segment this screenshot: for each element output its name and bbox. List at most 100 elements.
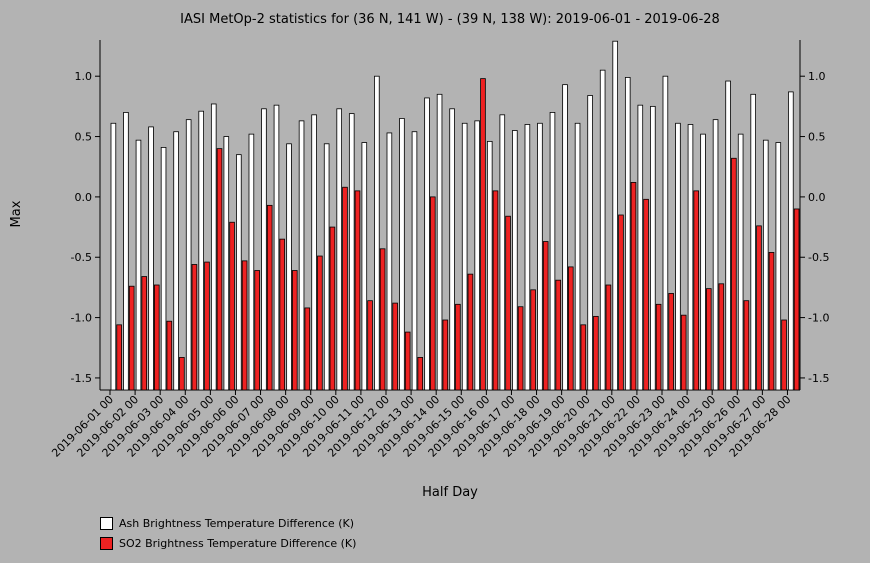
legend-swatch-so2 <box>100 536 113 550</box>
so2-bar <box>630 182 637 391</box>
so2-bar <box>254 270 260 391</box>
so2-bar <box>417 357 424 391</box>
ash-bar <box>311 114 317 391</box>
ash-bar <box>499 114 506 391</box>
so2-bar <box>292 270 298 391</box>
so2-bar <box>743 300 750 391</box>
ash-bar <box>185 119 192 391</box>
y-tick-label-right: 0.0 <box>808 191 826 204</box>
ash-bar <box>562 84 568 391</box>
ash-bar <box>160 147 167 391</box>
y-tick-label-right: -1.5 <box>808 372 829 385</box>
y-tick-label-right: -1.0 <box>808 312 829 325</box>
so2-bar <box>517 306 524 391</box>
so2-bar <box>329 226 336 391</box>
so2-bar <box>706 288 712 391</box>
so2-bar <box>618 214 624 391</box>
y-tick-label-left: 0.0 <box>75 191 93 204</box>
ash-bar <box>587 95 593 391</box>
chart-title: IASI MetOp-2 statistics for (36 N, 141 W… <box>180 12 720 27</box>
ash-bar <box>436 93 443 391</box>
so2-bar <box>480 78 486 391</box>
so2-bar <box>154 284 160 391</box>
ash-bar <box>750 93 756 391</box>
legend-item-so2: SO2 Brightness Temperature Difference (K… <box>100 533 356 553</box>
so2-bar <box>756 225 762 391</box>
so2-bar <box>404 331 411 391</box>
so2-bar <box>204 261 210 391</box>
ash-bar <box>273 104 280 391</box>
so2-bar <box>266 204 273 391</box>
ash-bar <box>348 113 355 391</box>
so2-bar <box>718 283 725 391</box>
so2-bar <box>768 252 775 391</box>
so2-bar <box>216 148 223 391</box>
so2-bar <box>530 289 536 391</box>
ash-bar <box>110 122 117 391</box>
ash-bar <box>474 120 480 391</box>
ash-bar <box>624 77 631 391</box>
so2-bar <box>191 264 198 391</box>
so2-bar <box>241 260 248 391</box>
y-tick-label-left: 0.5 <box>75 131 93 144</box>
ash-bar <box>712 119 719 391</box>
ash-bar <box>486 140 493 391</box>
ash-bar <box>725 80 731 391</box>
ash-bar <box>298 120 305 391</box>
ash-bar <box>512 130 518 391</box>
y-axis-label: Max <box>9 200 24 227</box>
ash-bar <box>537 122 543 391</box>
so2-bar <box>467 273 474 391</box>
ash-bar <box>198 110 204 391</box>
so2-bar <box>317 255 323 391</box>
legend-swatch-ash <box>100 516 113 530</box>
so2-bar <box>655 303 662 391</box>
ash-bar <box>286 143 292 391</box>
so2-bar <box>542 241 549 391</box>
so2-bar <box>580 324 587 391</box>
legend-label-ash: Ash Brightness Temperature Difference (K… <box>119 516 354 530</box>
ash-bar <box>675 122 681 391</box>
so2-bar <box>116 324 122 391</box>
y-tick-label-left: -1.0 <box>71 312 92 325</box>
so2-bar <box>392 302 398 391</box>
so2-bar <box>505 215 511 391</box>
ash-bar <box>524 124 531 391</box>
ash-bar <box>148 126 154 391</box>
y-tick-label-left: -0.5 <box>71 251 92 264</box>
ash-bar <box>687 124 694 391</box>
ash-bar <box>737 133 744 391</box>
so2-bar <box>279 238 286 391</box>
ash-bar <box>323 143 330 391</box>
so2-bar <box>304 307 311 391</box>
ash-bar <box>788 91 794 391</box>
ash-bar <box>248 133 255 391</box>
ash-bar <box>361 142 368 391</box>
so2-bar <box>430 196 436 391</box>
ash-bar <box>210 103 217 391</box>
so2-bar <box>668 293 674 391</box>
ash-bar <box>374 75 380 391</box>
ash-bar <box>461 122 468 391</box>
y-tick-label-left: 1.0 <box>75 70 93 83</box>
so2-bar <box>593 315 599 391</box>
ash-bar <box>612 40 618 391</box>
ash-bar <box>399 118 405 391</box>
ash-bar <box>123 112 129 391</box>
ash-bar <box>700 133 706 391</box>
so2-bar <box>141 276 148 391</box>
y-tick-label-right: 1.0 <box>808 70 826 83</box>
ash-bar <box>261 108 267 391</box>
so2-bar <box>229 221 235 391</box>
so2-bar <box>693 190 700 391</box>
ash-bar <box>411 131 418 391</box>
so2-bar <box>605 284 612 391</box>
so2-bar <box>342 186 348 391</box>
tick-labels: 1.0 1.0 0.5 0.5 0.0 0.0 -0.5 -0.5 -1.0 -1.0 -1.5 -1… <box>49 70 829 459</box>
ash-bar <box>173 131 179 391</box>
so2-bar <box>179 357 185 391</box>
so2-bar <box>680 314 687 391</box>
so2-bar <box>379 248 386 391</box>
so2-bar <box>793 208 800 391</box>
so2-bar <box>731 157 737 391</box>
